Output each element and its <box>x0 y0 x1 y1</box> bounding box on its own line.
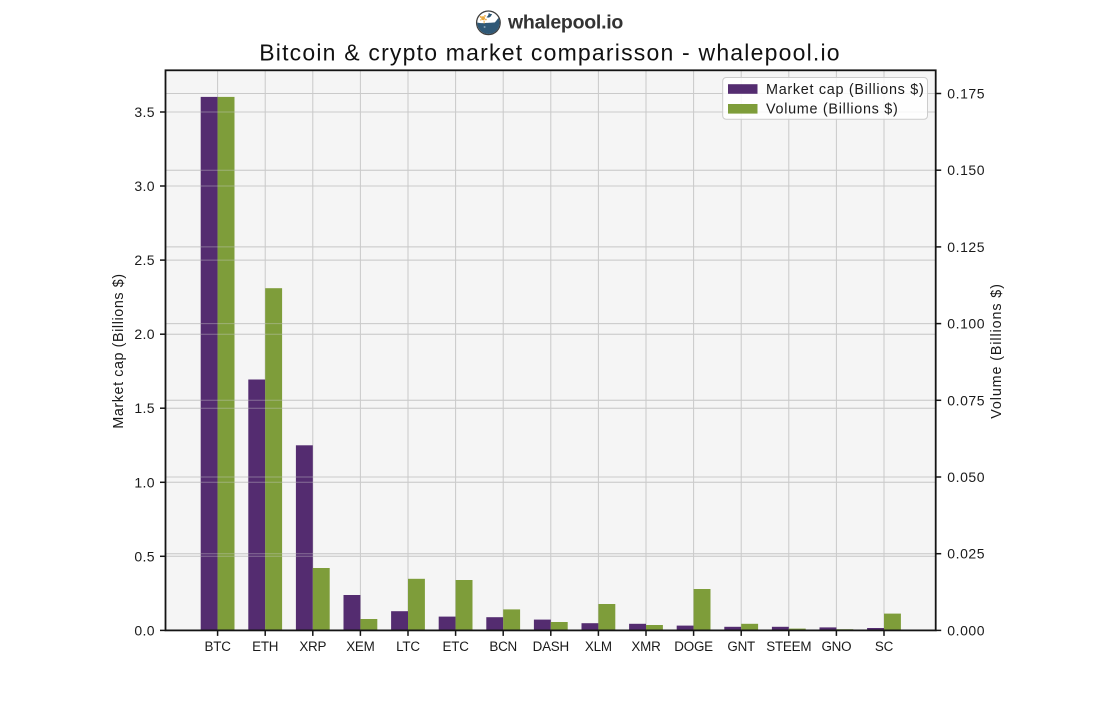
svg-text:Volume (Billions $): Volume (Billions $) <box>989 283 1005 419</box>
svg-text:STEEM: STEEM <box>766 639 811 654</box>
svg-text:0.125: 0.125 <box>947 239 985 255</box>
svg-text:XMR: XMR <box>631 639 661 654</box>
svg-text:ETC: ETC <box>443 639 470 654</box>
svg-text:BTC: BTC <box>205 639 232 654</box>
svg-text:Volume (Billions $): Volume (Billions $) <box>766 102 898 118</box>
svg-text:Market cap (Billions $): Market cap (Billions $) <box>766 82 924 98</box>
svg-text:DASH: DASH <box>533 639 569 654</box>
svg-text:3.5: 3.5 <box>134 104 155 120</box>
svg-text:GNT: GNT <box>727 639 755 654</box>
svg-text:2.0: 2.0 <box>134 326 155 342</box>
svg-text:XLM: XLM <box>585 639 612 654</box>
svg-text:0.100: 0.100 <box>947 316 985 332</box>
svg-text:3.0: 3.0 <box>134 178 155 194</box>
svg-text:ETH: ETH <box>252 639 278 654</box>
svg-text:SC: SC <box>875 639 894 654</box>
svg-text:DOGE: DOGE <box>674 639 713 654</box>
svg-text:Market cap (Billions $): Market cap (Billions $) <box>111 273 127 428</box>
svg-text:XRP: XRP <box>299 639 326 654</box>
svg-text:XEM: XEM <box>346 639 374 654</box>
svg-text:2.5: 2.5 <box>134 252 155 268</box>
svg-text:GNO: GNO <box>821 639 851 654</box>
svg-text:LTC: LTC <box>396 639 420 654</box>
svg-text:1.0: 1.0 <box>134 474 155 490</box>
svg-text:0.000: 0.000 <box>947 622 985 638</box>
svg-text:0.025: 0.025 <box>947 546 985 562</box>
svg-text:0.175: 0.175 <box>947 86 985 102</box>
svg-text:0.150: 0.150 <box>947 162 985 178</box>
svg-text:0.0: 0.0 <box>134 622 155 638</box>
svg-text:0.050: 0.050 <box>947 469 985 485</box>
svg-text:1.5: 1.5 <box>134 400 155 416</box>
svg-text:BCN: BCN <box>489 639 517 654</box>
svg-text:Bitcoin & crypto market compar: Bitcoin & crypto market comparisson - wh… <box>259 40 841 66</box>
svg-text:0.075: 0.075 <box>947 392 985 408</box>
svg-text:whalepool.io: whalepool.io <box>507 12 623 34</box>
svg-text:0.5: 0.5 <box>134 548 155 564</box>
